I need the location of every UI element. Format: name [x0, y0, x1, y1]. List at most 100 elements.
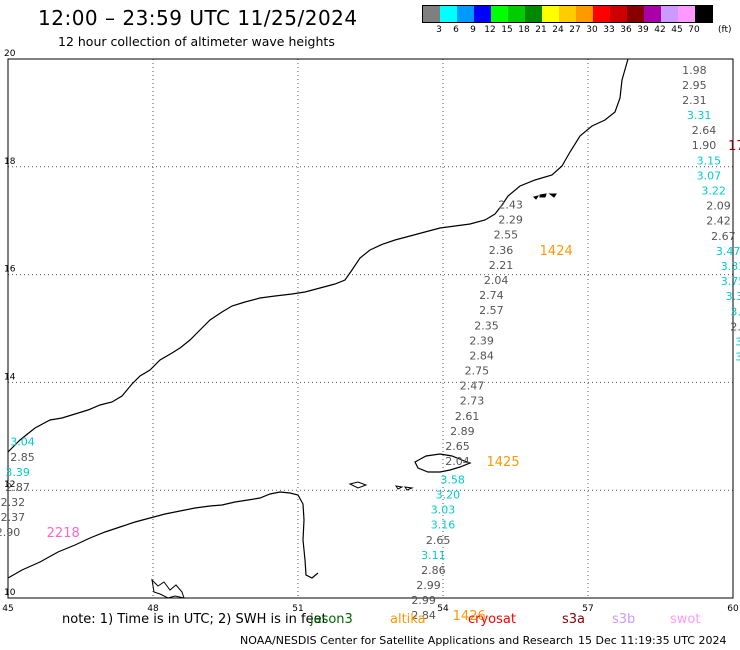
coastline-somalia	[7, 491, 319, 579]
y-tick-label: 20	[4, 49, 16, 59]
credit-text: NOAA/NESDIS Center for Satellite Applica…	[240, 634, 574, 647]
wave-height-value: 2.67	[711, 230, 736, 243]
small-island	[539, 193, 547, 198]
legend-tick-label: 9	[470, 25, 476, 35]
wave-height-value: 1.98	[682, 64, 707, 77]
legend-swatch	[695, 6, 712, 22]
wave-height-value: 3.15	[697, 154, 722, 167]
wave-height-value: 2.09	[706, 200, 731, 213]
plot-frame	[7, 58, 734, 599]
y-tick-label: 16	[4, 265, 16, 275]
wave-height-value: 2.87	[5, 481, 30, 494]
wave-height-value: 2.35	[474, 319, 499, 332]
legend-swatch	[576, 6, 593, 22]
wave-height-value: 2.29	[498, 214, 523, 227]
legend-swatches	[422, 5, 713, 23]
wave-height-value: 2.39	[469, 334, 494, 347]
generated-timestamp: 15 Dec 11:19:35 UTC 2024	[578, 634, 727, 647]
legend-swatch	[474, 6, 491, 22]
map-subtitle: 12 hour collection of altimeter wave hei…	[58, 34, 335, 49]
pass-time-label: 2218	[47, 526, 80, 541]
wave-height-value: 2.84	[411, 609, 436, 622]
wave-height-value: 3.68	[735, 351, 740, 364]
pass-time-label: 1426	[453, 609, 486, 624]
pass-time-label: 1424	[540, 244, 573, 259]
wave-height-value: 2.90	[0, 526, 20, 539]
legend-swatch	[440, 6, 457, 22]
footer-note: note: 1) Time is in UTC; 2) SWH is in fe…	[62, 612, 327, 627]
legend-tick-label: 12	[484, 25, 496, 35]
legend-tick-label: 42	[654, 25, 666, 35]
wave-height-value: 3.07	[697, 169, 722, 182]
wave-height-value: 3.31	[687, 109, 712, 122]
socotra-island	[414, 453, 472, 473]
wave-height-value: 2.74	[479, 289, 504, 302]
wave-height-value: 3.04	[10, 436, 35, 449]
wave-height-value: 3.11	[421, 549, 446, 562]
wave-height-value: 1.90	[692, 139, 717, 152]
small-island	[348, 481, 368, 489]
color-scale-legend: 3 6 9 12 15 18 21 24 27 30 33 36 39 42 45 70 (ft)	[422, 5, 732, 41]
wave-height-value: 2.84	[469, 349, 494, 362]
y-tick-label: 12	[4, 480, 15, 490]
wave-height-value: 2.04	[445, 455, 470, 468]
wave-height-value: 3.34	[730, 305, 740, 318]
legend-unit: (ft)	[718, 25, 732, 35]
wave-height-value: 3.33	[721, 260, 740, 273]
wave-height-value: 2.58	[730, 320, 740, 333]
wave-height-value: 2.89	[450, 425, 475, 438]
wave-height-value: 2.61	[455, 410, 480, 423]
legend-tick-label: 3	[436, 25, 442, 35]
small-island	[548, 193, 557, 198]
wave-height-value: 2.65	[445, 440, 470, 453]
coastline-arabia	[7, 58, 629, 453]
legend-swatch	[661, 6, 678, 22]
legend-tick-label: 21	[535, 25, 547, 35]
wave-height-value: 2.95	[682, 79, 707, 92]
wave-height-value: 2.43	[498, 199, 523, 212]
legend-tick-label: 33	[603, 25, 615, 35]
sat-s3b: s3b	[612, 612, 636, 627]
legend-tick-label: 15	[501, 25, 513, 35]
wave-height-value: 3.32	[726, 290, 740, 303]
wave-height-value: 2.65	[426, 534, 451, 547]
legend-labels: 3 6 9 12 15 18 21 24 27 30 33 36 39 42 45 70	[422, 25, 728, 37]
sat-cryosat: cryosat	[468, 612, 516, 627]
x-tick-label: 60	[727, 604, 739, 614]
wave-height-value: 2.64	[692, 124, 717, 137]
legend-swatch	[678, 6, 695, 22]
y-tick-label: 18	[4, 157, 16, 167]
legend-tick-label: 36	[620, 25, 632, 35]
wave-height-value: 2.37	[1, 511, 26, 524]
legend-swatch	[491, 6, 508, 22]
legend-swatch	[525, 6, 542, 22]
sat-jason3: jason3	[310, 612, 353, 627]
x-tick-label: 51	[292, 604, 303, 614]
wave-height-value: 2.32	[1, 496, 26, 509]
wave-height-value: 3.58	[440, 473, 465, 486]
pass-time-label: 1756	[728, 139, 740, 154]
wave-height-value: 3.39	[5, 466, 30, 479]
map-title: 12:00 – 23:59 UTC 11/25/2024	[38, 6, 358, 30]
legend-tick-label: 30	[586, 25, 598, 35]
wave-height-value: 2.21	[489, 259, 514, 272]
x-tick-label: 54	[437, 604, 449, 614]
legend-tick-label: 70	[688, 25, 700, 35]
wave-height-value: 3.22	[701, 185, 726, 198]
small-island	[394, 485, 404, 490]
wave-height-value: 3.12	[735, 335, 740, 348]
wave-height-value: 3.47	[716, 245, 740, 258]
y-tick-label: 14	[4, 372, 16, 382]
wave-height-value: 2.99	[416, 579, 441, 592]
wave-height-value: 3.16	[431, 519, 456, 532]
wave-height-value: 2.47	[460, 380, 485, 393]
legend-tick-label: 24	[552, 25, 564, 35]
legend-swatch	[508, 6, 525, 22]
legend-tick-label: 45	[671, 25, 683, 35]
sat-altika: altika	[390, 612, 426, 627]
legend-swatch	[593, 6, 610, 22]
sat-s3a: s3a	[562, 612, 586, 627]
small-island	[403, 486, 414, 491]
legend-swatch	[627, 6, 644, 22]
wave-height-value: 2.31	[682, 94, 707, 107]
